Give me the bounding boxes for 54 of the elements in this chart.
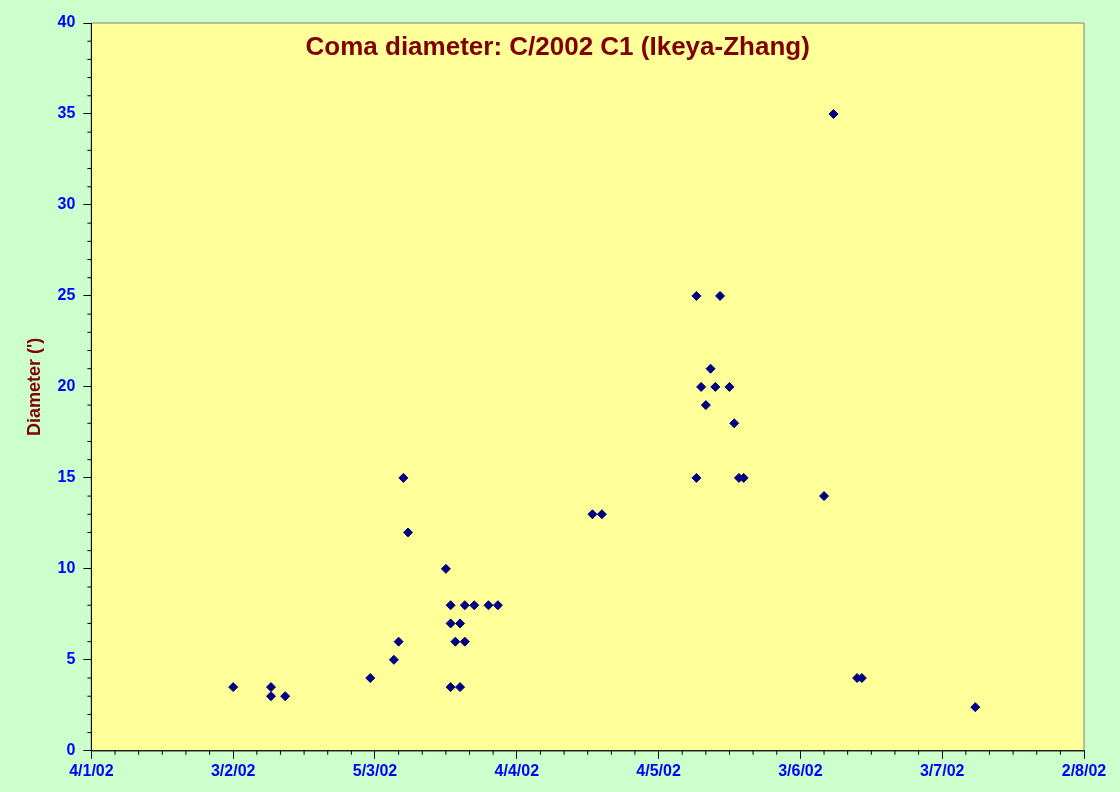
point (266, 691, 277, 702)
point (492, 600, 503, 611)
x-tick-label: 3/6/02 (778, 761, 823, 779)
x-tick-label: 3/7/02 (919, 761, 965, 779)
point (398, 472, 409, 483)
point (403, 527, 414, 538)
point (469, 600, 480, 611)
point (228, 682, 239, 693)
point (445, 682, 456, 693)
y-tick-label: 30 (57, 195, 76, 213)
point (696, 381, 707, 392)
point (388, 654, 399, 665)
y-tick-label: 35 (57, 104, 76, 122)
point (705, 363, 716, 374)
x-tick-label: 4/1/02 (69, 761, 114, 779)
point (455, 618, 466, 629)
point (266, 682, 277, 693)
y-tick-label: 0 (66, 741, 76, 759)
point (710, 381, 721, 392)
point (691, 290, 702, 301)
point (819, 491, 830, 502)
point (483, 600, 494, 611)
point (365, 673, 376, 684)
point (970, 702, 981, 713)
point (729, 418, 740, 429)
point (691, 472, 702, 483)
point (596, 509, 607, 520)
y-tick-label: 20 (57, 377, 76, 395)
x-tick-label: 2/8/02 (1061, 761, 1107, 779)
x-tick-label: 4/5/02 (636, 761, 681, 779)
point (440, 563, 451, 574)
point (587, 509, 598, 520)
point (280, 691, 291, 702)
point (459, 636, 470, 647)
chart-title: Coma diameter: C/2002 C1 (Ikeya-Zhang) (305, 31, 810, 62)
point (724, 381, 735, 392)
y-tick-label: 10 (57, 559, 76, 577)
point (715, 290, 726, 301)
y-tick-label: 40 (57, 13, 76, 31)
point (455, 682, 466, 693)
point (459, 600, 470, 611)
point (828, 108, 839, 119)
point (445, 600, 456, 611)
point (445, 618, 456, 629)
y-tick-label: 25 (57, 286, 76, 304)
y-tick-label: 15 (57, 468, 76, 486)
y-tick-label: 5 (66, 650, 76, 668)
point (393, 636, 404, 647)
y-axis-title: Diameter (') (23, 337, 44, 437)
x-tick-label: 5/3/02 (352, 761, 398, 779)
point (450, 636, 461, 647)
x-tick-label: 4/4/02 (494, 761, 540, 779)
x-tick-label: 3/2/02 (210, 761, 256, 779)
point (700, 400, 711, 411)
